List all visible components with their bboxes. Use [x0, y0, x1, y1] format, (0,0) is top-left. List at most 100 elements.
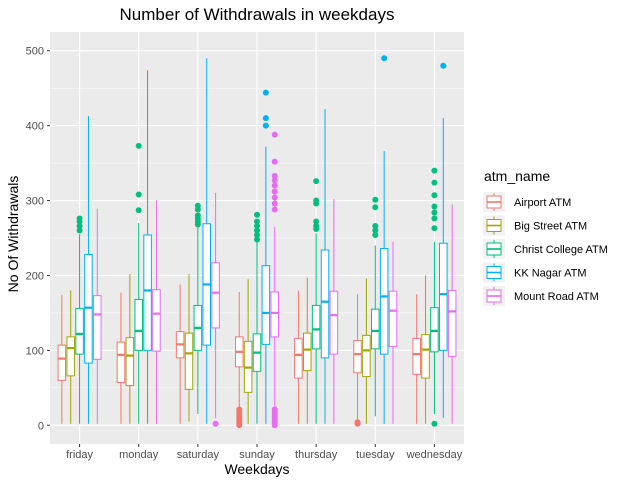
legend-label: Mount Road ATM: [514, 291, 599, 303]
x-tick-label: monday: [119, 449, 159, 461]
outlier-point: [262, 115, 269, 122]
outlier-point: [135, 207, 142, 214]
box: [261, 265, 271, 345]
outlier-point: [271, 406, 278, 413]
legend: atm_name Airport ATM Big Street ATM Christ…: [483, 168, 608, 306]
outlier-point: [354, 419, 361, 426]
outlier-point: [431, 420, 438, 427]
y-axis-title: No Of Withdrawals: [5, 176, 21, 293]
outlier-point: [431, 167, 438, 174]
outlier-point: [271, 177, 278, 184]
box: [75, 307, 84, 355]
series-airport-atm: [57, 284, 421, 429]
outlier-point: [76, 215, 83, 222]
outlier-point: [254, 232, 260, 239]
x-tick-label: thursday: [295, 449, 338, 461]
y-tick-label: 300: [26, 196, 44, 208]
outlier-point: [135, 142, 142, 149]
y-tick-label: 100: [26, 345, 44, 357]
legend-item-airport-atm: Airport ATM: [483, 192, 571, 212]
box: [421, 334, 430, 379]
box: [353, 340, 362, 374]
box: [430, 307, 439, 353]
legend-item-kk-nagar-atm: KK Nagar ATM: [483, 262, 587, 283]
outlier-point: [431, 179, 438, 186]
outlier-point: [431, 209, 438, 216]
outlier-point: [254, 211, 260, 218]
legend-label: KK Nagar ATM: [514, 268, 587, 280]
outlier-point: [194, 212, 201, 219]
outlier-point: [372, 227, 379, 234]
series-christ-college-atm: [75, 142, 439, 427]
legend-item-christ-college-atm: Christ College ATM: [483, 239, 608, 259]
outlier-point: [372, 196, 379, 203]
legend-item-big-street-atm: Big Street ATM: [483, 215, 587, 236]
box: [379, 247, 389, 355]
x-tick-label: tuesday: [356, 449, 395, 461]
box: [57, 344, 67, 381]
outlier-point: [440, 62, 447, 69]
x-axis-title: Weekdays: [224, 461, 289, 477]
box: [329, 290, 339, 355]
outlier-point: [431, 215, 438, 222]
outlier-point: [76, 227, 83, 234]
box: [388, 290, 398, 348]
box: [320, 249, 330, 359]
outlier-point: [271, 188, 278, 195]
box: [116, 341, 126, 384]
y-tick-label: 400: [26, 121, 44, 133]
box: [134, 298, 143, 351]
outlier-point: [262, 122, 269, 129]
x-tick-label: wednesday: [406, 449, 463, 461]
outlier-point: [262, 89, 269, 96]
outlier-point: [254, 218, 260, 225]
box: [303, 332, 312, 372]
outlier-point: [254, 223, 260, 230]
outlier-point: [271, 182, 278, 189]
legend-title: atm_name: [484, 168, 550, 184]
outlier-point: [313, 218, 320, 225]
box: [447, 289, 457, 357]
box: [270, 291, 280, 338]
box: [311, 304, 321, 350]
box: [84, 253, 93, 364]
box: [211, 262, 220, 329]
outlier-point: [381, 55, 388, 62]
outlier-point: [271, 200, 278, 207]
series-mount-road-atm: [93, 131, 457, 429]
box: [152, 289, 161, 352]
x-tick-label: sunday: [239, 449, 275, 461]
outlier-point: [194, 202, 201, 209]
outlier-point: [372, 223, 379, 230]
x-axis: friday monday saturday sunday thursday tuesda…: [66, 444, 463, 461]
outlier-point: [372, 204, 379, 211]
outlier-point: [76, 223, 83, 230]
chart-title: Number of Withdrawals in weekdays: [120, 5, 395, 24]
box: [184, 332, 194, 390]
y-tick-label: 500: [26, 46, 44, 58]
outlier-point: [135, 191, 142, 198]
outlier-point: [313, 223, 320, 230]
box: [439, 242, 448, 351]
x-tick-label: saturday: [177, 449, 220, 461]
outlier-point: [271, 172, 278, 179]
box: [93, 295, 102, 360]
outlier-point: [271, 131, 278, 138]
outlier-point: [212, 420, 219, 427]
legend-item-mount-road-atm: Mount Road ATM: [483, 286, 599, 306]
box: [371, 308, 380, 350]
box: [143, 234, 152, 351]
legend-label: Airport ATM: [514, 197, 571, 209]
outlier-point: [271, 206, 278, 213]
outlier-point: [254, 236, 260, 243]
outlier-point: [431, 225, 438, 232]
y-tick-label: 200: [26, 270, 44, 282]
legend-label: Christ College ATM: [514, 244, 608, 256]
legend-label: Big Street ATM: [514, 221, 587, 233]
y-axis: 0 100 200 300 400 500: [26, 46, 50, 432]
outlier-point: [313, 178, 320, 185]
x-tick-label: friday: [66, 449, 93, 461]
box: [66, 336, 75, 377]
series-big-street-atm: [66, 273, 430, 424]
